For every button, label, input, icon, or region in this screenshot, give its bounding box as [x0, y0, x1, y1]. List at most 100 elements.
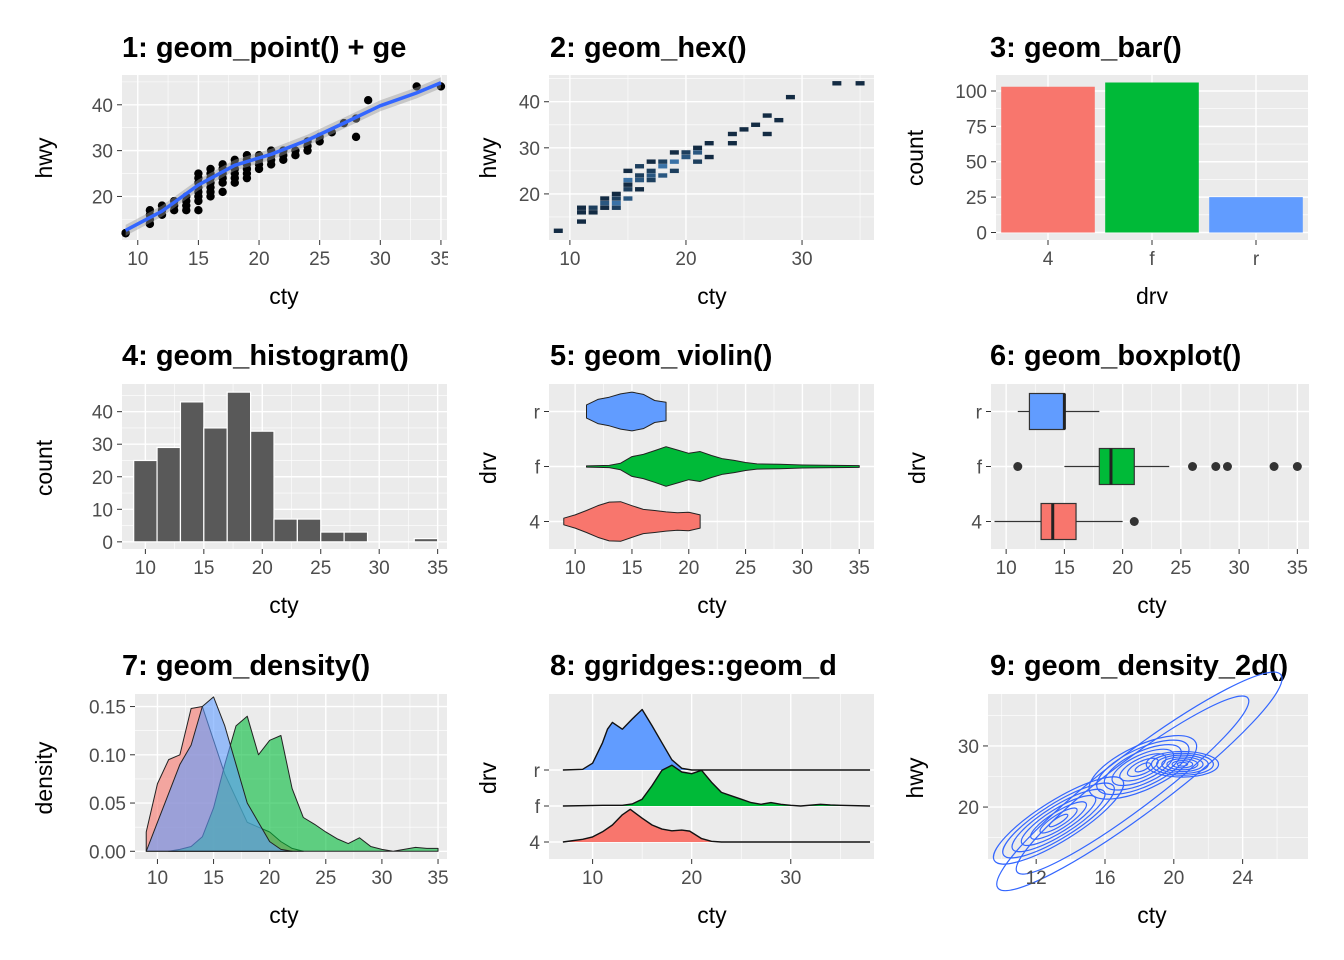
chart-6-outlier	[1269, 462, 1279, 471]
chart-1-point	[218, 160, 227, 169]
chart-5-marks	[563, 391, 860, 542]
chart-5-y-tick-label: r	[534, 403, 541, 424]
chart-4-histogram-bar	[156, 446, 182, 543]
chart-7-y-tick-label: 0.10	[89, 746, 126, 767]
chart-2-hex-cell	[646, 173, 656, 178]
chart-8-x-tick-label: 30	[780, 868, 801, 889]
chart-2-x-tick-label: 10	[559, 249, 580, 270]
chart-1-x-tick-label: 35	[430, 249, 448, 270]
chart-6-outlier	[1211, 462, 1221, 471]
chart-9-contour-peak-1	[1048, 813, 1069, 828]
chart-7-x-tick-label: 20	[259, 868, 280, 889]
chart-3-bar-r	[1209, 197, 1303, 233]
chart-3-marks	[1001, 82, 1303, 233]
panel-3-bar-plot: 3: geom_bar() 4 f r 0 25 50 75 100 drv count	[896, 0, 1344, 320]
chart-9-x-tick-label: 12	[1026, 868, 1047, 889]
chart-4-x-tick-label: 35	[427, 558, 448, 579]
chart-6-box-4	[1040, 502, 1077, 541]
chart-5-x-ticks: 10 15 20 25 30 35	[565, 549, 870, 579]
chart-2-hex-cell	[623, 168, 633, 174]
chart-2-hex-cell	[553, 228, 563, 233]
chart-4-histogram-bar	[320, 531, 345, 543]
chart-2-hex-cell	[681, 150, 691, 155]
chart-7-title: 7: geom_density()	[122, 650, 370, 682]
chart-2-hex-cell	[611, 191, 621, 197]
chart-8-ridge-line-f	[562, 764, 871, 807]
chart-3-x-tick-label: 4	[1043, 249, 1054, 270]
chart-2-hex-cell	[762, 113, 772, 118]
chart-2-hex-cell	[577, 205, 586, 210]
chart-6-x-tick-label: 30	[1229, 558, 1250, 579]
chart-8-marks	[562, 708, 871, 843]
chart-2-hex-cell	[855, 81, 865, 86]
chart-5-y-axis-label: drv	[475, 452, 501, 484]
chart-2-hex-cell	[646, 159, 656, 164]
chart-1-point	[194, 206, 203, 215]
chart-2-x-tick-label: 30	[791, 249, 812, 270]
chart-9-y-tick-label: 20	[958, 798, 979, 819]
chart-4-y-axis-label: count	[31, 439, 57, 496]
chart-5-svg: 5: geom_violin() 10 15 20 25 30 35 4 f r cty dr…	[475, 340, 874, 618]
chart-2-hex-cell	[693, 159, 703, 164]
chart-3-bar-4	[1001, 86, 1095, 233]
chart-9-x-ticks: 12 16 20 24	[1026, 859, 1254, 889]
chart-9-contour-peak-3	[1145, 750, 1220, 778]
chart-1-x-tick-label: 20	[248, 249, 269, 270]
chart-9-contour-peak-2	[1134, 762, 1152, 773]
chart-1-y-ticks: 20 30 40	[92, 96, 122, 208]
chart-2-hex-cell	[611, 200, 621, 206]
chart-7-density-r	[145, 696, 293, 852]
chart-4-x-tick-label: 15	[193, 558, 214, 579]
chart-2-x-tick-label: 20	[675, 249, 696, 270]
chart-5-x-tick-label: 35	[849, 558, 870, 579]
chart-2-hex-cell	[623, 177, 633, 183]
chart-2-hex-cell	[588, 210, 598, 215]
chart-3-y-tick-label: 0	[976, 224, 987, 245]
chart-7-x-tick-label: 35	[427, 868, 448, 889]
chart-2-hex-cell	[577, 210, 586, 215]
chart-7-x-axis-label: cty	[269, 902, 299, 928]
chart-2-y-tick-label: 40	[519, 93, 540, 114]
chart-4-y-tick-label: 0	[102, 533, 113, 554]
chart-2-title: 2: geom_hex()	[550, 32, 747, 64]
chart-8-x-tick-label: 10	[582, 868, 603, 889]
chart-4-histogram-bar	[249, 430, 275, 543]
chart-8-svg: 8: ggridges::geom_d 10 20 30 4 fr cty drv	[475, 650, 874, 928]
chart-8-ridge-line-r	[562, 708, 871, 771]
chart-8-x-ticks: 10 20 30	[582, 859, 801, 889]
chart-5-x-tick-label: 30	[792, 558, 813, 579]
chart-1-point	[291, 146, 300, 155]
chart-7-x-tick-label: 10	[147, 868, 168, 889]
chart-5-y-ticks: 4 f r	[529, 403, 549, 534]
chart-6-y-axis-label: drv	[904, 452, 930, 484]
chart-2-hex-cell	[658, 164, 668, 169]
chart-6-outlier	[1013, 462, 1023, 471]
chart-3-x-axis-label: drv	[1136, 283, 1168, 309]
chart-2-hex-cell	[832, 81, 842, 86]
chart-9-contour-peak-3	[1171, 760, 1194, 769]
chart-2-hex-cell	[762, 131, 772, 137]
chart-5-x-tick-label: 25	[735, 558, 756, 579]
chart-5-title: 5: geom_violin()	[550, 340, 772, 372]
chart-1-y-axis-label: hwy	[31, 137, 57, 178]
chart-7-x-tick-label: 30	[371, 868, 392, 889]
chart-1-y-tick-label: 30	[92, 142, 113, 163]
chart-8-ridge-line-4	[562, 808, 871, 843]
chart-3-y-axis-label: count	[902, 129, 928, 186]
chart-1-x-ticks: 10 15 20 25 30 35	[127, 240, 448, 270]
chart-9-contour-peak-3	[1176, 761, 1189, 767]
chart-4-histogram-bar	[296, 518, 322, 543]
chart-2-hex-cell	[681, 154, 691, 160]
chart-6-x-tick-label: 25	[1170, 558, 1191, 579]
chart-2-hex-cell	[751, 122, 761, 127]
chart-2-hex-cell	[739, 127, 749, 132]
chart-7-x-ticks: 10 15 20 25 30 35	[147, 859, 448, 889]
chart-2-hex-cell	[646, 168, 656, 174]
chart-2-hex-cell	[704, 141, 714, 146]
chart-7-y-tick-label: 0.05	[89, 794, 126, 815]
chart-2-hex-cell	[635, 164, 645, 169]
chart-6-x-axis-label: cty	[1137, 592, 1167, 618]
chart-6-y-tick-label: 4	[971, 513, 982, 534]
